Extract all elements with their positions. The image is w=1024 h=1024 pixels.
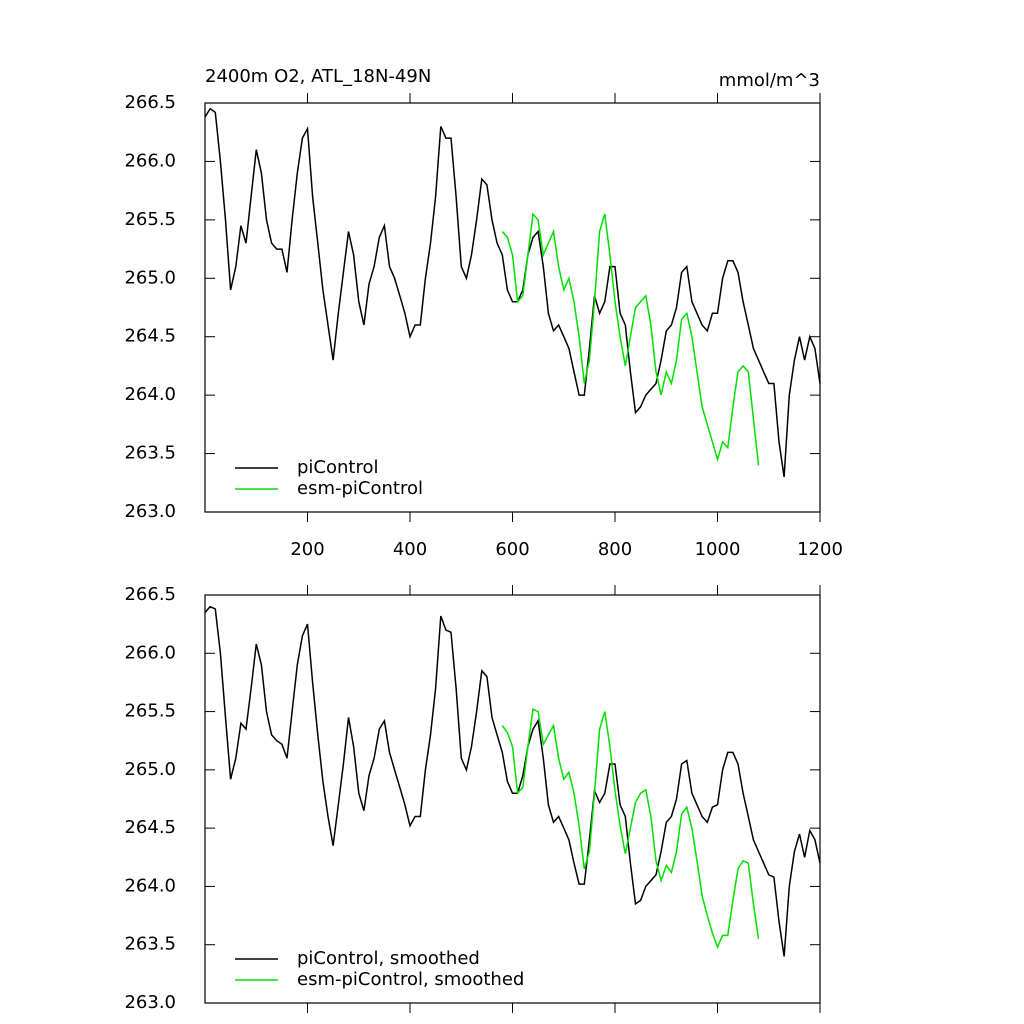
y-tick-label: 264.5 bbox=[124, 326, 176, 347]
x-tick-label: 600 bbox=[495, 539, 529, 560]
y-tick-label: 266.0 bbox=[124, 642, 176, 663]
y-tick-label: 265.0 bbox=[124, 267, 176, 288]
x-tick-label: 1200 bbox=[797, 539, 843, 560]
units-label: mmol/m^3 bbox=[719, 70, 820, 91]
series-line bbox=[501, 708, 760, 950]
legend-label: esm-piControl bbox=[297, 478, 423, 499]
y-tick-label: 265.5 bbox=[124, 209, 176, 230]
y-tick-label: 264.5 bbox=[124, 817, 176, 838]
x-tick-label: 1000 bbox=[695, 539, 741, 560]
y-tick-label: 263.0 bbox=[124, 501, 176, 522]
plot-frame bbox=[204, 594, 821, 1004]
x-tick-label: 200 bbox=[290, 539, 324, 560]
plot-frame bbox=[204, 102, 821, 513]
y-tick-label: 264.0 bbox=[124, 384, 176, 405]
y-tick-label: 263.0 bbox=[124, 992, 176, 1013]
y-tick-label: 266.5 bbox=[124, 584, 176, 605]
chart-title: 2400m O2, ATL_18N-49N bbox=[205, 66, 431, 87]
y-tick-label: 264.0 bbox=[124, 875, 176, 896]
series-line bbox=[204, 605, 821, 957]
y-tick-label: 265.0 bbox=[124, 759, 176, 780]
y-tick-label: 266.0 bbox=[124, 150, 176, 171]
x-tick-label: 800 bbox=[598, 539, 632, 560]
series-line bbox=[501, 212, 760, 466]
y-tick-label: 263.5 bbox=[124, 934, 176, 955]
legend-label: piControl, smoothed bbox=[297, 948, 480, 969]
y-tick-label: 263.5 bbox=[124, 443, 176, 464]
x-tick-label: 400 bbox=[393, 539, 427, 560]
legend-label: piControl bbox=[297, 457, 379, 478]
y-tick-label: 266.5 bbox=[124, 92, 176, 113]
y-tick-label: 265.5 bbox=[124, 701, 176, 722]
series-line bbox=[204, 107, 821, 478]
legend-label: esm-piControl, smoothed bbox=[297, 969, 524, 990]
